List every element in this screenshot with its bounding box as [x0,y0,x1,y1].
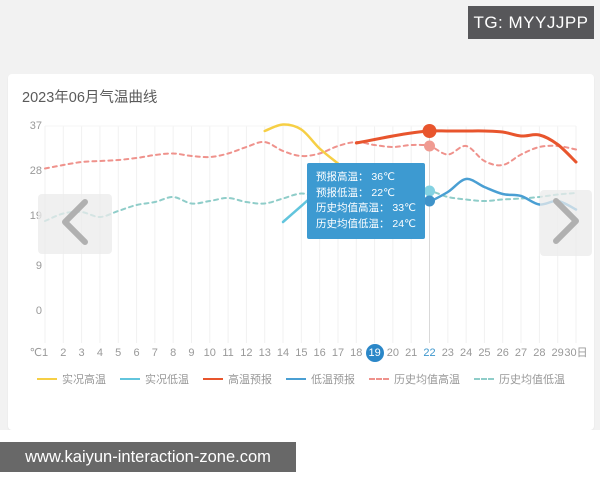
x-label-day-7[interactable]: 7 [151,347,158,359]
x-label-day-3[interactable]: 3 [78,347,85,359]
tg-watermark-badge: TG: MYYJJPP [468,6,594,39]
prev-month-button[interactable] [38,194,112,254]
x-label-day-9[interactable]: 9 [188,347,195,359]
legend-label: 高温预报 [228,374,272,386]
x-label-day-10[interactable]: 10 [203,347,216,359]
x-label-day-22[interactable]: 22 [423,347,436,359]
x-label-day-4[interactable]: 4 [96,347,103,359]
x-label-day-15[interactable]: 15 [295,347,308,359]
chart-card: 2023年06月气温曲线 37 28 19 9 0 ℃ 1 2 3 4 5 6 7 8 9 10 11 12 13… [8,74,594,430]
x-label-day-20[interactable]: 20 [386,347,399,359]
y-axis-label-0: 0 [35,305,42,317]
chevron-left-icon [57,196,93,253]
chart-legend: 实况高温 实况低温 高温预报 低温预报 历史均值高温 历史均值低温 [8,371,594,387]
legend-label: 实况高温 [62,374,106,386]
legend-label: 历史均值高温 [394,374,460,386]
x-label-day-23[interactable]: 23 [441,347,454,359]
forecast-tooltip: 预报高温： 36℃ 预报低温： 22℃ 历史均值高温： 33℃ 历史均值低温： 24℃ [307,163,425,239]
legend-line-swatch [203,378,223,380]
y-axis-label-9: 9 [35,260,42,272]
y-axis-label-28: 28 [29,165,42,177]
chart-title: 2023年06月气温曲线 [22,90,158,106]
chevron-right-icon [548,195,584,252]
x-label-day-30[interactable]: 30日 [564,347,588,359]
x-label-day-14[interactable]: 14 [276,347,290,359]
legend-item-低温预报[interactable]: 低温预报 [286,371,355,387]
x-label-day-16[interactable]: 16 [313,347,326,359]
tooltip-row: 历史均值低温： 24℃ [316,217,416,230]
legend-item-历史均值低温[interactable]: 历史均值低温 [474,371,565,387]
x-label-day-18[interactable]: 18 [350,347,363,359]
x-label-day-13[interactable]: 13 [258,347,271,359]
tooltip-row: 预报低温： 22℃ [316,186,395,199]
legend-item-历史均值高温[interactable]: 历史均值高温 [369,371,460,387]
tooltip-row: 历史均值高温： 33℃ [316,202,416,214]
url-watermark-bar: www.kaiyun-interaction-zone.com [0,442,296,472]
x-label-day-19[interactable]: 19 [365,344,384,362]
legend-item-高温预报[interactable]: 高温预报 [203,371,272,387]
x-label-day-12[interactable]: 12 [240,347,253,359]
y-axis-label-37: 37 [29,120,42,132]
legend-line-swatch [37,378,57,380]
y-axis-unit-label: ℃ [29,347,42,359]
x-label-day-26[interactable]: 26 [496,347,509,359]
legend-line-swatch [120,378,140,380]
x-label-day-24[interactable]: 24 [460,347,473,359]
legend-item-实况高温[interactable]: 实况高温 [37,371,106,387]
legend-label: 低温预报 [311,374,355,386]
x-label-day-5[interactable]: 5 [115,347,122,359]
x-label-day-28[interactable]: 28 [533,347,546,359]
x-label-day-2[interactable]: 2 [60,347,67,359]
legend-item-实况低温[interactable]: 实况低温 [120,371,189,387]
tooltip-row: 预报高温： 36℃ [316,171,395,183]
legend-label: 历史均值低温 [499,374,565,386]
x-label-day-21[interactable]: 21 [405,347,418,359]
x-label-day-17[interactable]: 17 [331,347,345,359]
x-label-day-8[interactable]: 8 [170,347,177,359]
x-label-day-29[interactable]: 29 [551,347,564,359]
x-label-day-11[interactable]: 11 [222,347,234,359]
legend-line-swatch [369,378,389,380]
legend-line-swatch [286,378,306,380]
x-label-day-25[interactable]: 25 [478,347,491,359]
legend-line-swatch [474,378,494,380]
x-label-day-6[interactable]: 6 [133,347,140,359]
next-month-button[interactable] [540,190,592,256]
legend-label: 实况低温 [145,374,189,386]
x-label-day-27[interactable]: 27 [514,347,528,359]
x-label-day-1[interactable]: 1 [41,347,49,359]
